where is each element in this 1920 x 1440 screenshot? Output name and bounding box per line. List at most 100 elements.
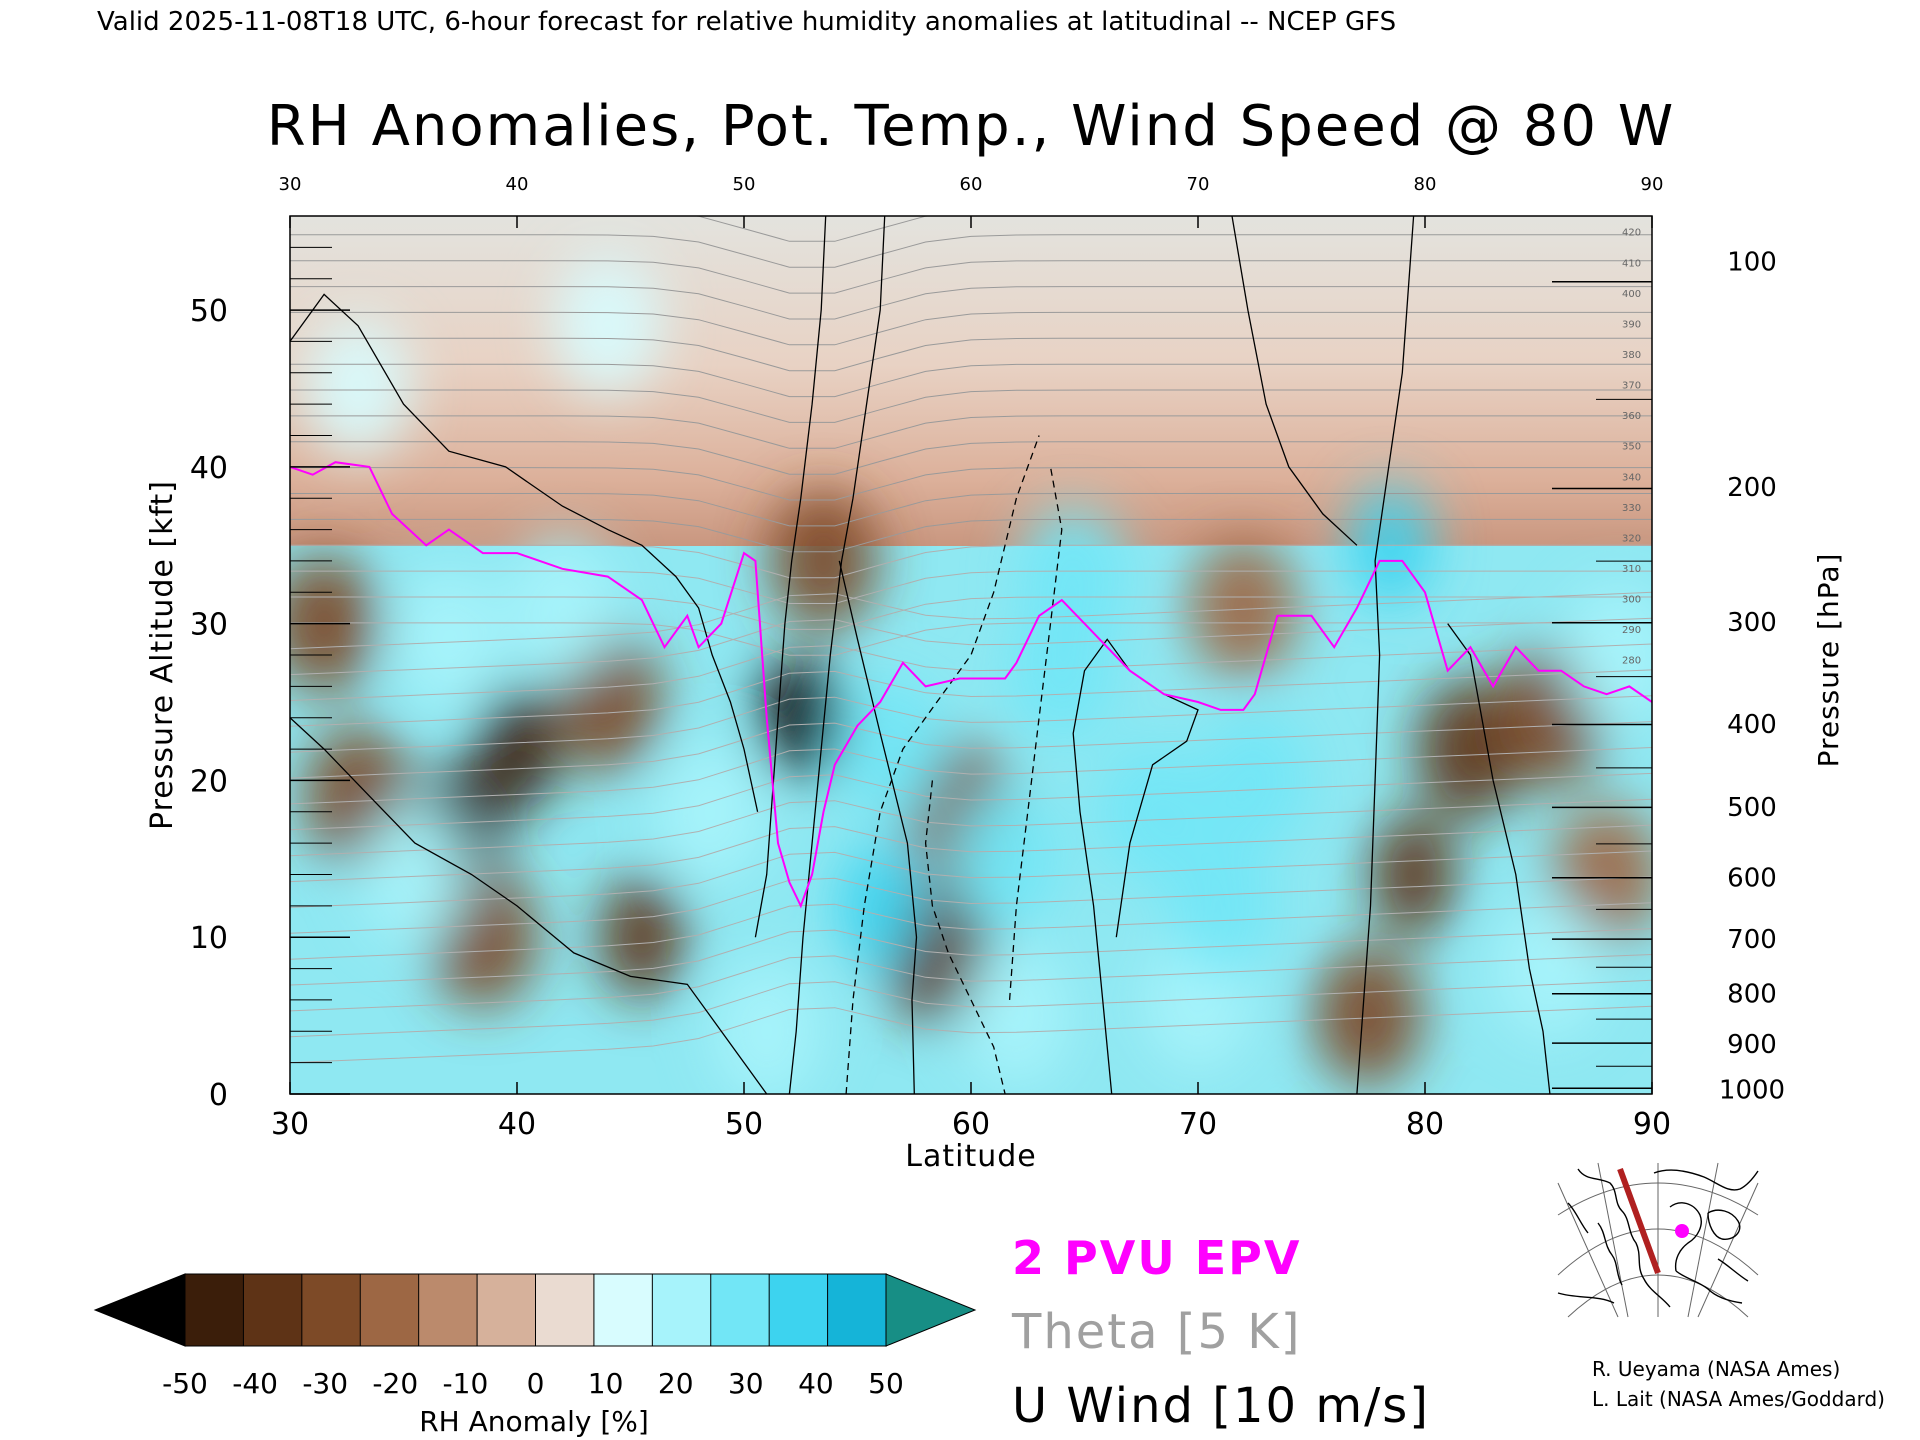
location-marker xyxy=(1675,1224,1689,1238)
u-wind-solid-3 xyxy=(1072,638,1199,1094)
rh-anomaly-blob-18 xyxy=(508,537,617,678)
x-tick-label-top-60: 60 xyxy=(960,174,983,195)
theta-contour-16 xyxy=(290,591,1652,650)
theta-label-7: 350 xyxy=(1622,442,1641,453)
theta-contour-29 xyxy=(290,311,1652,346)
x-tick-label-top-30: 30 xyxy=(279,174,302,195)
theta-contour-30 xyxy=(290,286,1652,320)
colorbar-segment-0 xyxy=(184,1273,245,1347)
x-tick-label-top-50: 50 xyxy=(733,174,756,195)
y-tick-label-50: 50 xyxy=(190,294,228,329)
colorbar-segment-1 xyxy=(242,1273,303,1347)
theta-contour-4 xyxy=(290,902,1652,960)
plot-area: 4204104003903803703603503403303203103002… xyxy=(190,174,1785,1142)
theta-label-3: 390 xyxy=(1622,319,1641,330)
colorbar-segment-3 xyxy=(359,1273,420,1347)
theta-contour-25 xyxy=(290,415,1652,449)
theta-contour-5 xyxy=(290,876,1652,934)
legend-entry-1: Theta [5 K] xyxy=(1011,1304,1302,1360)
theta-contour-13 xyxy=(290,669,1652,727)
colorbar-tick-0: 0 xyxy=(527,1367,545,1400)
colorbar-tick--40: -40 xyxy=(232,1367,278,1400)
credit-line-1: R. Ueyama (NASA Ames) xyxy=(1592,1357,1840,1381)
x-axis-label: Latitude xyxy=(905,1139,1036,1174)
x-tick-label-70: 70 xyxy=(1179,1107,1217,1142)
theta-contour-17 xyxy=(290,622,1652,656)
pressure-axis-label: Pressure [hPa] xyxy=(1812,553,1845,768)
rh-anomaly-blob-17 xyxy=(394,569,503,710)
pressure-label-100: 100 xyxy=(1727,247,1777,277)
theta-contour-19 xyxy=(290,570,1652,604)
theta-label-2: 400 xyxy=(1622,289,1641,300)
colorbar-tick-50: 50 xyxy=(868,1367,904,1400)
x-tick-label-top-80: 80 xyxy=(1414,174,1437,195)
colorbar: -50 -40 -30 -20 -10 0 10 20 30 40 50 xyxy=(93,1273,977,1400)
theta-contour-3 xyxy=(290,928,1652,986)
u-wind-solid-2 xyxy=(838,560,918,1094)
theta-label-10: 320 xyxy=(1622,533,1641,544)
x-tick-label-40: 40 xyxy=(498,1107,536,1142)
y-tick-label-30: 30 xyxy=(190,608,228,643)
theta-contour-6 xyxy=(290,850,1652,908)
x-tick-label-80: 80 xyxy=(1406,1107,1444,1142)
theta-label-5: 370 xyxy=(1622,381,1641,392)
theta-label-14: 280 xyxy=(1622,656,1641,667)
x-tick-label-top-70: 70 xyxy=(1187,174,1210,195)
rh-anomaly-blob-33 xyxy=(712,961,821,1094)
u-wind-solid-7 xyxy=(290,717,768,1094)
legend-entry-2: U Wind [10 m/s] xyxy=(1012,1378,1430,1434)
theta-contour-20 xyxy=(290,544,1652,579)
pressure-label-800: 800 xyxy=(1727,980,1777,1010)
theta-label-12: 300 xyxy=(1622,595,1641,606)
theta-contour-23 xyxy=(290,467,1652,501)
u-wind-dashed-0 xyxy=(845,435,1040,1094)
rh-anomaly-blob-3 xyxy=(475,687,559,812)
pressure-label-300: 300 xyxy=(1727,608,1777,638)
y-axis-label: Pressure Altitude [kft] xyxy=(145,480,180,830)
epv-2pvu-contour xyxy=(290,461,1652,909)
theta-contour-0 xyxy=(290,1005,1652,1064)
rh-anomaly-blob-11 xyxy=(1371,812,1456,937)
theta-label-4: 380 xyxy=(1622,350,1641,361)
legend: 2 PVU EPV Theta [5 K] U Wind [10 m/s] xyxy=(1011,1231,1430,1434)
theta-contour-31 xyxy=(290,260,1652,294)
rh-anomaly-blob-31 xyxy=(304,318,413,459)
theta-label-13: 290 xyxy=(1622,625,1641,636)
theta-contour-24 xyxy=(290,441,1652,475)
rh-anomaly-blob-29 xyxy=(1495,898,1604,1039)
colorbar-segment-8 xyxy=(651,1273,712,1347)
colorbar-segment-6 xyxy=(535,1273,595,1347)
x-tick-label-30: 30 xyxy=(271,1107,309,1142)
theta-contour-10 xyxy=(290,747,1652,805)
theta-contour-9 xyxy=(290,772,1652,831)
theta-contour-22 xyxy=(290,493,1652,527)
theta-contour-26 xyxy=(290,389,1652,423)
colorbar-tick--30: -30 xyxy=(302,1367,348,1400)
pressure-label-1000: 1000 xyxy=(1719,1075,1785,1105)
pressure-label-400: 400 xyxy=(1727,710,1777,740)
theta-contour-12 xyxy=(290,695,1652,753)
u-wind-solid-4 xyxy=(1356,216,1415,1094)
theta-label-6: 360 xyxy=(1622,411,1641,422)
u-wind-solid-1 xyxy=(788,216,886,1094)
theta-contour-7 xyxy=(290,824,1652,883)
colorbar-label: RH Anomaly [%] xyxy=(419,1405,649,1438)
rh-anomaly-blob-21 xyxy=(838,843,923,968)
rh-anomaly-blob-22 xyxy=(837,679,946,820)
pressure-label-600: 600 xyxy=(1727,864,1777,894)
colorbar-segment-2 xyxy=(301,1273,362,1347)
rh-anomaly-blob-8 xyxy=(769,490,878,631)
legend-entry-0: 2 PVU EPV xyxy=(1012,1231,1301,1285)
colorbar-tick-10: 10 xyxy=(588,1367,624,1400)
x-tick-label-top-40: 40 xyxy=(506,174,529,195)
theta-contour-18 xyxy=(290,596,1652,630)
theta-contour-2 xyxy=(290,954,1652,1012)
colorbar-segment-10 xyxy=(768,1273,829,1347)
pressure-label-500: 500 xyxy=(1727,793,1777,823)
u-wind-contours xyxy=(290,216,1551,1094)
u-wind-solid-0 xyxy=(754,216,827,938)
rh-anomaly-blob-32 xyxy=(553,255,662,396)
stratosphere-layer xyxy=(290,216,1652,546)
theta-label-8: 340 xyxy=(1622,472,1641,483)
